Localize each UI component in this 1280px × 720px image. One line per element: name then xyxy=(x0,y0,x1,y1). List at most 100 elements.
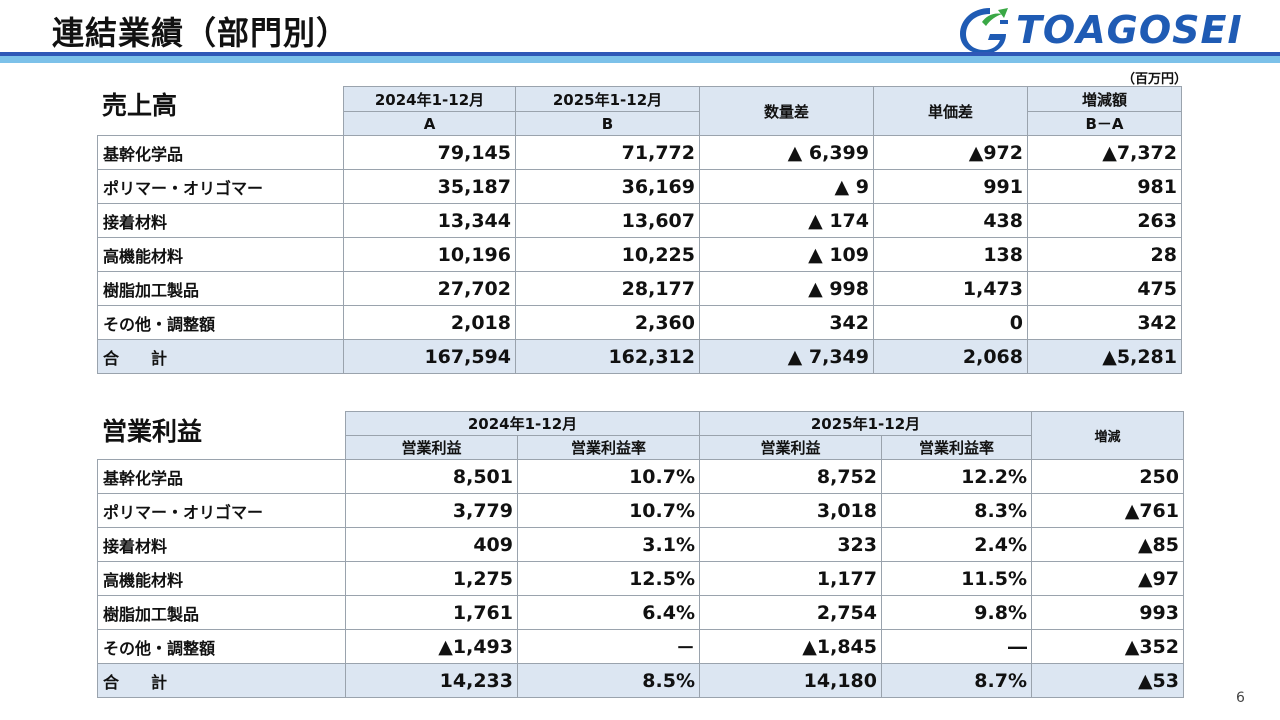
cell-price: 0 xyxy=(873,305,1028,340)
op-header-change: 増減 xyxy=(1031,411,1184,460)
row-label: ポリマー・オリゴマー xyxy=(97,169,344,204)
row-label: 接着材料 xyxy=(97,527,346,562)
table-row: 高機能材料 10,196 10,225 ▲ 109 138 28 xyxy=(97,237,1182,272)
logo-mark-icon xyxy=(960,8,1008,54)
page-title: 連結業績（部門別） xyxy=(52,14,350,52)
total-margin-a: 8.5% xyxy=(517,663,700,698)
cell-a: 13,344 xyxy=(343,203,516,238)
total-label: 合 計 xyxy=(97,339,344,374)
row-label: 基幹化学品 xyxy=(97,459,346,494)
total-row: 合 計 167,594 162,312 ▲ 7,349 2,068 ▲5,281 xyxy=(97,339,1182,374)
cell-price: 138 xyxy=(873,237,1028,272)
cell-price: 438 xyxy=(873,203,1028,238)
cell-profit-b: 8,752 xyxy=(699,459,882,494)
sales-header-change: 増減額 xyxy=(1027,86,1182,112)
cell-b: 10,225 xyxy=(515,237,700,272)
cell-price: 1,473 xyxy=(873,271,1028,306)
cell-a: 79,145 xyxy=(343,135,516,170)
table-row: 高機能材料 1,275 12.5% 1,177 11.5% ▲97 xyxy=(97,561,1184,596)
total-profit-b: 14,180 xyxy=(699,663,882,698)
op-table: 2024年1-12月 2025年1-12月 増減 営業利益 営業利益率 営業利益… xyxy=(97,411,1184,698)
row-label: 高機能材料 xyxy=(97,237,344,272)
total-change: ▲53 xyxy=(1031,663,1184,698)
cell-volume: ▲ 9 xyxy=(699,169,874,204)
table-row: 接着材料 409 3.1% 323 2.4% ▲85 xyxy=(97,527,1184,562)
cell-margin-b: 12.2% xyxy=(881,459,1032,494)
sales-header-col-b: B xyxy=(515,111,700,136)
table-row: 基幹化学品 8,501 10.7% 8,752 12.2% 250 xyxy=(97,459,1184,494)
cell-profit-a: 1,275 xyxy=(345,561,518,596)
sales-section-title: 売上高 xyxy=(102,91,178,120)
cell-change: 263 xyxy=(1027,203,1182,238)
cell-b: 28,177 xyxy=(515,271,700,306)
total-a: 167,594 xyxy=(343,339,516,374)
cell-profit-a: 3,779 xyxy=(345,493,518,528)
total-volume: ▲ 7,349 xyxy=(699,339,874,374)
table-row: その他・調整額 2,018 2,360 342 0 342 xyxy=(97,305,1182,340)
cell-change: 981 xyxy=(1027,169,1182,204)
cell-price: ▲972 xyxy=(873,135,1028,170)
row-label: 基幹化学品 xyxy=(97,135,344,170)
table-row: 基幹化学品 79,145 71,772 ▲ 6,399 ▲972 ▲7,372 xyxy=(97,135,1182,170)
cell-profit-b: 323 xyxy=(699,527,882,562)
cell-b: 36,169 xyxy=(515,169,700,204)
cell-margin-b: 11.5% xyxy=(881,561,1032,596)
cell-volume: ▲ 109 xyxy=(699,237,874,272)
cell-margin-a: 6.4% xyxy=(517,595,700,630)
table-row: ポリマー・オリゴマー 3,779 10.7% 3,018 8.3% ▲761 xyxy=(97,493,1184,528)
header-band-light xyxy=(0,56,1280,63)
cell-price: 991 xyxy=(873,169,1028,204)
sales-corner-blank xyxy=(98,87,344,136)
cell-margin-a: － xyxy=(517,629,700,664)
op-header-profit-b: 営業利益 xyxy=(699,435,882,460)
cell-margin-b: 8.3% xyxy=(881,493,1032,528)
header-band-dark xyxy=(0,52,1280,56)
total-margin-b: 8.7% xyxy=(881,663,1032,698)
row-label: 接着材料 xyxy=(97,203,344,238)
cell-profit-a: ▲1,493 xyxy=(345,629,518,664)
cell-margin-b: 9.8% xyxy=(881,595,1032,630)
cell-change: 993 xyxy=(1031,595,1184,630)
cell-margin-a: 10.7% xyxy=(517,459,700,494)
cell-change: 342 xyxy=(1027,305,1182,340)
row-label: 高機能材料 xyxy=(97,561,346,596)
cell-change: ▲7,372 xyxy=(1027,135,1182,170)
cell-b: 13,607 xyxy=(515,203,700,238)
op-header-margin-b: 営業利益率 xyxy=(881,435,1032,460)
cell-profit-b: 2,754 xyxy=(699,595,882,630)
row-label: ポリマー・オリゴマー xyxy=(97,493,346,528)
table-row: 接着材料 13,344 13,607 ▲ 174 438 263 xyxy=(97,203,1182,238)
cell-profit-a: 409 xyxy=(345,527,518,562)
cell-a: 27,702 xyxy=(343,271,516,306)
cell-b: 2,360 xyxy=(515,305,700,340)
sales-header-volume-diff: 数量差 xyxy=(699,86,874,136)
sales-table: 2024年1-12月 2025年1-12月 数量差 単価差 増減額 A B B－… xyxy=(97,86,1182,374)
total-row: 合 計 14,233 8.5% 14,180 8.7% ▲53 xyxy=(97,663,1184,698)
cell-b: 71,772 xyxy=(515,135,700,170)
cell-profit-b: 1,177 xyxy=(699,561,882,596)
sales-header-col-a: A xyxy=(343,111,516,136)
row-label: その他・調整額 xyxy=(97,305,344,340)
row-label: 樹脂加工製品 xyxy=(97,271,344,306)
cell-a: 2,018 xyxy=(343,305,516,340)
cell-change: 250 xyxy=(1031,459,1184,494)
table-row: 樹脂加工製品 27,702 28,177 ▲ 998 1,473 475 xyxy=(97,271,1182,306)
cell-a: 35,187 xyxy=(343,169,516,204)
op-corner-blank xyxy=(98,412,346,460)
op-header-period-a: 2024年1-12月 xyxy=(345,411,700,436)
cell-margin-b: ― xyxy=(881,629,1032,664)
logo-text: TOAGOSEI xyxy=(1016,8,1243,52)
cell-change: ▲97 xyxy=(1031,561,1184,596)
cell-change: ▲761 xyxy=(1031,493,1184,528)
total-label: 合 計 xyxy=(97,663,346,698)
cell-change: ▲352 xyxy=(1031,629,1184,664)
op-header-profit-a: 営業利益 xyxy=(345,435,518,460)
op-header-period-b: 2025年1-12月 xyxy=(699,411,1032,436)
total-profit-a: 14,233 xyxy=(345,663,518,698)
sales-header-change-sub: B－A xyxy=(1027,111,1182,136)
company-logo: TOAGOSEI xyxy=(960,6,1280,54)
cell-change: 28 xyxy=(1027,237,1182,272)
total-b: 162,312 xyxy=(515,339,700,374)
cell-profit-b: ▲1,845 xyxy=(699,629,882,664)
op-header-margin-a: 営業利益率 xyxy=(517,435,700,460)
